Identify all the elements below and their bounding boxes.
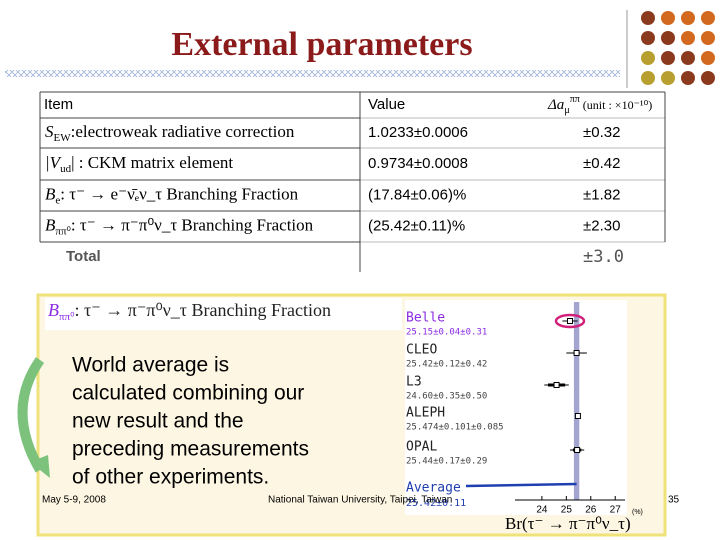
x-tick-label: 26	[585, 505, 597, 516]
symbol: B	[48, 300, 59, 320]
box-text: of other experiments.	[72, 466, 269, 489]
delta-unit: (unit : ×10⁻¹⁰)	[583, 98, 653, 112]
experiment-value: 25.42±0.12±0.42	[406, 360, 487, 370]
header-item: Item	[44, 96, 73, 113]
subscript: EW	[54, 132, 72, 144]
item-label: SEW:electroweak radiative correction	[45, 122, 295, 144]
footer-date: May 5-9, 2008	[42, 495, 106, 506]
delta-cell: ±0.42	[583, 155, 620, 172]
decor-dots	[641, 11, 715, 85]
experiment-name: ALEPH	[406, 406, 445, 421]
delta-sup: ππ	[570, 94, 580, 105]
symbol: B	[45, 215, 56, 234]
delta-cell: ±0.32	[583, 124, 620, 141]
description: :electroweak radiative correction	[71, 122, 295, 141]
total-label: Total	[66, 248, 101, 265]
value-cell: (17.84±0.06)%	[368, 186, 466, 203]
value-cell: (25.42±0.11)%	[368, 217, 465, 234]
x-unit: (%)	[632, 509, 643, 516]
experiment-value: 25.44±0.17±0.29	[406, 457, 487, 467]
box-text: World average is	[72, 354, 229, 377]
data-point	[574, 413, 581, 419]
experiment-value: 25.474±0.101±0.085	[406, 423, 504, 433]
symbol: |V	[45, 153, 63, 172]
data-point	[567, 318, 573, 324]
item-label: Be: τ⁻ → e⁻ν̄ₑν_τ Branching Fraction	[45, 184, 299, 206]
description: : τ⁻ → π⁻π⁰ν_τ Branching Fraction	[75, 300, 331, 320]
delta-symbol: Δa	[547, 97, 564, 113]
experiment-name: L3	[406, 375, 422, 390]
arrow-head	[30, 455, 50, 478]
experiment-value: 25.15±0.04±0.31	[406, 328, 487, 338]
item-label: Bππ⁰: τ⁻ → π⁻π⁰ν_τ Branching Fraction	[45, 215, 314, 237]
average-name: Average	[406, 481, 461, 496]
x-label: Br(τ⁻ → π⁻π⁰ν_τ)	[505, 514, 631, 533]
arrow-curve	[17, 357, 45, 473]
value-cell: 0.9734±0.0008	[368, 155, 468, 172]
footer-venue: National Taiwan University, Taipei, Taiw…	[268, 495, 452, 506]
total-delta: ±3.0	[583, 247, 624, 267]
symbol: S	[45, 122, 54, 141]
plot-panel	[405, 300, 627, 515]
experiment-name: Belle	[406, 311, 445, 326]
data-point	[573, 350, 580, 356]
data-point	[553, 382, 560, 388]
title-underline	[5, 70, 620, 77]
slide-title: External parameters	[171, 26, 472, 63]
x-tick-label: 25	[561, 505, 573, 516]
subscript: ud	[60, 163, 72, 175]
average-band	[573, 302, 580, 500]
data-point	[574, 447, 581, 453]
description: : τ⁻ → π⁻π⁰ν_τ Branching Fraction	[71, 215, 314, 234]
delta-cell: ±2.30	[583, 217, 620, 234]
header-delta: Δaμππ (unit : ×10⁻¹⁰)	[547, 94, 652, 116]
box-text: new result and the	[72, 410, 244, 433]
x-tick-label: 24	[536, 505, 548, 516]
experiment-name: OPAL	[406, 440, 437, 455]
subscript: e	[55, 194, 60, 206]
value-cell: 1.0233±0.0006	[368, 124, 468, 141]
experiment-name: CLEO	[406, 343, 437, 358]
description: | : CKM matrix element	[71, 153, 233, 172]
page-number: 35	[668, 495, 680, 506]
x-tick-label: 27	[610, 505, 622, 516]
symbol: B	[45, 184, 56, 203]
box-text: preceding measurements	[72, 438, 309, 461]
experiment-value: 24.60±0.35±0.50	[406, 392, 487, 402]
highlight	[554, 313, 586, 329]
average-pointer	[465, 482, 577, 488]
formula-panel	[45, 298, 402, 330]
delta-cell: ±1.82	[583, 186, 620, 203]
delta-sub: μ	[564, 105, 569, 116]
formula-label: Bππ⁰: τ⁻ → π⁻π⁰ν_τ Branching Fraction	[48, 300, 331, 322]
box-text: calculated combining our	[72, 382, 304, 405]
header-value: Value	[368, 96, 405, 113]
subscript: ππ⁰	[55, 225, 71, 237]
description: : τ⁻ → e⁻ν̄ₑν_τ Branching Fraction	[60, 184, 298, 203]
subscript: ππ⁰	[59, 311, 75, 323]
item-label: |Vud| : CKM matrix element	[45, 153, 233, 175]
average-value: 25.42±0.11	[406, 498, 466, 509]
